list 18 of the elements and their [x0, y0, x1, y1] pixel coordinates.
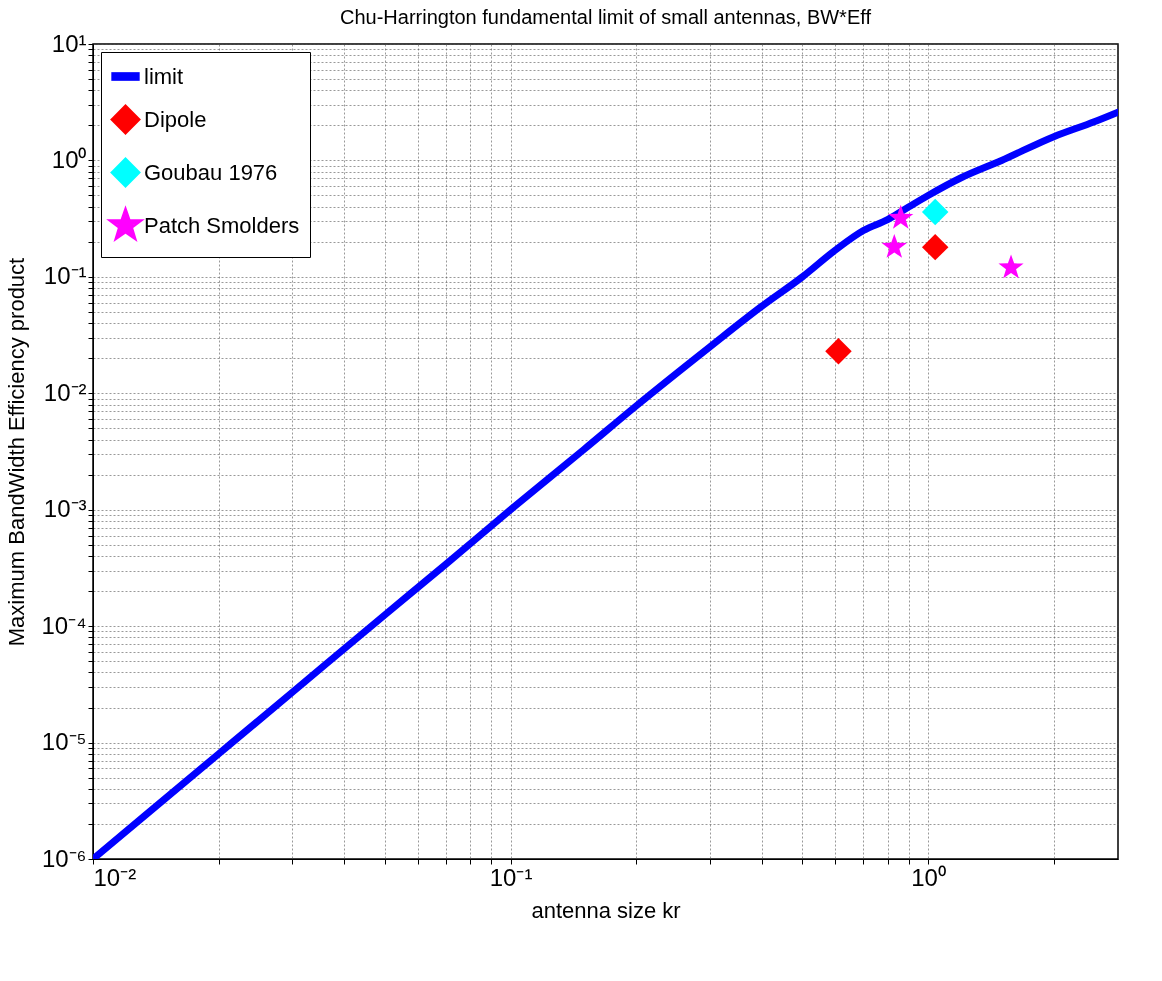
x-axis-title: antenna size kr: [531, 897, 681, 923]
y-tick-label: 10⁻⁵: [41, 728, 87, 756]
y-tick-label: 10⁻²: [43, 378, 87, 406]
legend-label: Goubau 1976: [144, 159, 278, 185]
x-tick-label: 10⁻¹: [489, 863, 533, 891]
y-tick-label: 10⁻³: [43, 495, 87, 523]
y-tick-label: 10⁰: [51, 145, 87, 173]
x-tick-label: 10⁻²: [93, 863, 137, 891]
y-tick-label: 10⁻¹: [43, 262, 87, 290]
y-tick-label: 10⁻⁶: [41, 844, 87, 872]
legend-label: Patch Smolders: [144, 212, 300, 238]
x-tick-label: 10⁰: [911, 863, 946, 891]
legend-label: Dipole: [144, 106, 207, 132]
y-tick-label: 10⁻⁴: [41, 611, 87, 639]
chart-title: Chu-Harrington fundamental limit of small antennas, BW*Eff: [340, 6, 872, 28]
y-tick-label: 10¹: [51, 29, 87, 57]
legend-label: limit: [144, 63, 184, 89]
y-axis-title: Maximum BandWidth Efficiency product: [4, 257, 30, 647]
